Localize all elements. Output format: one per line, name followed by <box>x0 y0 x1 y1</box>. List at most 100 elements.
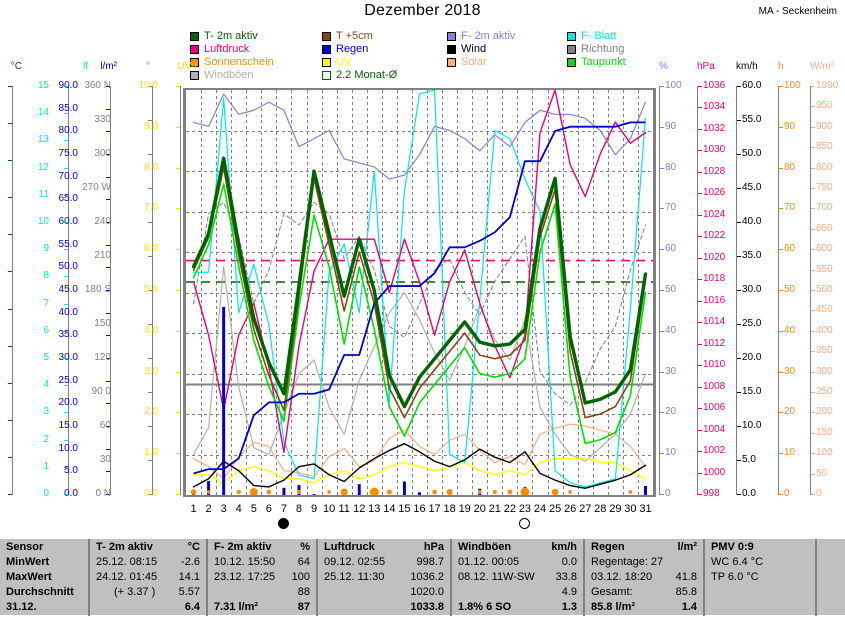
axis-tick-label: 450 <box>816 304 833 316</box>
axis-tick-label: 5.0 <box>742 454 756 465</box>
axis-tick-label: 330 <box>94 114 111 125</box>
axis-tick-label: 5 <box>43 352 49 363</box>
legend-regen[interactable]: Regen <box>322 43 447 56</box>
table-row: 31.12. <box>0 601 88 617</box>
axis-tick-label: 10 <box>37 216 49 227</box>
legend-label: Wind <box>461 43 487 55</box>
axis-tick-label: 1036 <box>703 80 726 91</box>
series-wind <box>192 443 647 489</box>
axis-tick-label: 25.0 <box>742 318 762 329</box>
legend-f-2m-aktiv[interactable]: F- 2m aktiv <box>447 30 567 43</box>
axis-tick-label: 10.0 <box>742 420 762 431</box>
table-cell-label: 23.12. 17:25 <box>214 571 276 583</box>
axis-tick <box>660 208 664 210</box>
legend-monat-mittel[interactable]: 2.2 Monat-Ø <box>322 69 447 82</box>
axis-tick <box>148 154 152 155</box>
table-row <box>705 586 815 602</box>
x-axis-day-label: 24 <box>533 503 547 515</box>
series-f-2m-aktiv <box>192 93 647 180</box>
legend-wind[interactable]: Wind <box>447 43 567 56</box>
legend-windboeen[interactable]: Windböen <box>190 69 322 82</box>
axis-tick-label: 700 <box>816 202 833 214</box>
series-uv <box>192 457 647 484</box>
axis-tick-label: 100 <box>784 80 801 91</box>
x-axis-day-label: 7 <box>280 503 287 515</box>
axis-tick-label: 1 <box>43 460 49 472</box>
legend-t-2m-aktiv[interactable]: T- 2m aktiv <box>190 30 322 43</box>
axis-tick <box>64 385 68 387</box>
legend-swatch-icon <box>190 32 199 41</box>
legend-sonnenschein[interactable]: Sonnenschein <box>190 56 322 69</box>
axis-tick-label: 150 <box>816 426 833 438</box>
axis-tick <box>176 453 180 455</box>
legend-luftdruck[interactable]: Luftdruck <box>190 43 322 56</box>
sunshine-marker <box>296 489 302 495</box>
axis-tick <box>660 371 664 373</box>
axis-tick <box>176 371 180 373</box>
table-row: 09.12. 02:55 998.7 <box>318 556 450 572</box>
table-cell-label: WC 6.4 °C <box>711 556 764 568</box>
x-axis-day-label: 12 <box>353 503 366 515</box>
legend-uv[interactable]: UV <box>322 56 447 69</box>
table-row: 7.31 l/m² 87 <box>208 601 316 617</box>
table-cell-label: MinWert <box>6 556 50 568</box>
axis-tick-label: 600 <box>816 243 833 255</box>
table-row <box>817 541 845 557</box>
table-cell-value: 41.8 <box>675 571 697 583</box>
legend-solar[interactable]: Solar <box>447 56 567 69</box>
axis-tick-label: 15.0 <box>58 420 78 431</box>
axis-tick <box>737 188 741 189</box>
axis-tick <box>779 290 783 291</box>
axis-tick <box>737 426 741 427</box>
axis-tick-label: 240 <box>94 216 111 227</box>
table-cell-value: 6.4 <box>184 601 200 613</box>
axis-tick <box>148 86 152 87</box>
axis-temperature: °C16.014.012.010.08.06.04.02.00.0-2.0-4.… <box>8 62 22 512</box>
axis-tick <box>8 123 12 125</box>
axis-tick <box>64 222 68 223</box>
axis-tick <box>148 188 152 189</box>
axis-tick-label: 60.0 <box>58 216 78 227</box>
axis-tick-label: 50.0 <box>742 148 762 159</box>
legend-richtung[interactable]: Richtung <box>567 43 687 56</box>
axis-tick <box>660 330 664 332</box>
table-cell-value: 1033.8 <box>410 601 444 613</box>
weather-chart-plot[interactable] <box>183 88 656 497</box>
table-cell-value: 85.8 <box>675 586 697 598</box>
legend-t-plus5cm[interactable]: T +5cm <box>322 30 447 43</box>
axis-tick-label: 12 <box>37 161 49 173</box>
axis-tick <box>737 154 741 155</box>
axis-tick <box>64 167 68 169</box>
table-row: (+ 3.37 ) 5.57 <box>90 586 206 602</box>
axis-tick <box>8 382 12 384</box>
legend-swatch-icon <box>322 58 331 67</box>
summary-table: Sensor MinWert MaxWert Durchschnitt 31.12. T-… <box>0 538 845 617</box>
legend-f-blatt[interactable]: F- Blatt <box>567 30 687 43</box>
col-f-2m-aktiv: F- 2m aktiv% 10.12. 15:50 64 23.12. 17:25 10… <box>206 539 316 616</box>
x-axis-day-label: 8 <box>295 503 303 515</box>
table-cell-label: 7.31 l/m² <box>214 601 259 613</box>
axis-tick <box>8 86 12 87</box>
col-t-2m-aktiv: T- 2m aktiv °C 25.12. 08:15 -2.6 24.12. 01:4… <box>88 539 206 616</box>
axis-tick <box>737 358 741 359</box>
axis-tick-label: 1034 <box>703 101 726 113</box>
axis-tick-label: 75.0 <box>58 148 78 159</box>
legend-taupunkt[interactable]: Taupunkt <box>567 56 687 69</box>
sunshine-marker <box>386 489 392 495</box>
table-cell-value: 1.4 <box>681 601 697 613</box>
axis-tick-label: 150 <box>94 318 111 329</box>
col-luftdruck: Luftdruck hPa 09.12. 02:55 998.7 25.12. 11:3… <box>316 539 450 616</box>
axis-tick <box>148 290 152 291</box>
axis-line <box>659 86 660 495</box>
axis-tick-label: 500 <box>816 284 833 295</box>
axis-tick-label: 950 <box>816 100 833 112</box>
axis-tick <box>660 494 664 495</box>
x-axis-day-label: 23 <box>518 503 532 515</box>
table-row: 1020.0 <box>318 586 450 602</box>
axis-tick <box>811 249 815 251</box>
axis-tick-label: 30.0 <box>742 284 762 295</box>
axis-tick <box>698 386 702 388</box>
axis-tick <box>698 494 702 495</box>
axis-wind: km/h 60.0 55.0 50.0 45.0 40.0 35.0 30.0 25.0 20.0… <box>736 62 761 512</box>
axis-tick-label: 40 <box>665 324 677 336</box>
